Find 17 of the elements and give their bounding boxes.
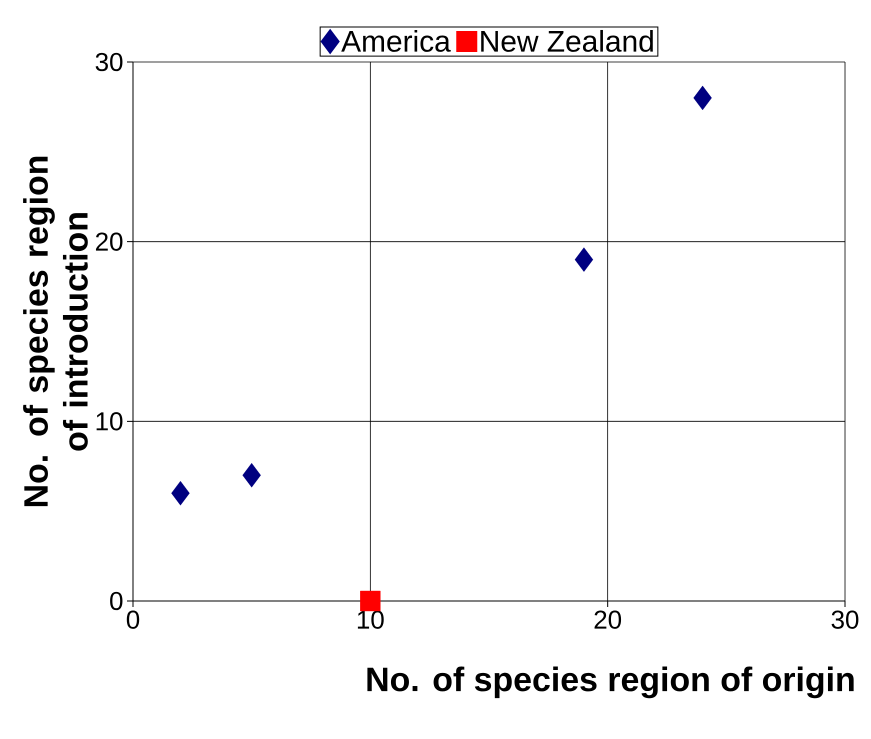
x-tick-label: 20 (594, 610, 622, 629)
y-tick-label: 30 (96, 52, 122, 72)
legend-label: America (341, 30, 451, 52)
point (360, 590, 381, 612)
x-tick-label: 10 (358, 610, 384, 629)
point (242, 463, 261, 488)
point (693, 86, 712, 110)
y-tick-label: 0 (110, 592, 122, 610)
x-tick-label: 30 (832, 610, 858, 629)
x-axis-title: No. of species region of origin (367, 666, 854, 698)
point (171, 481, 190, 506)
y-tick-label: 20 (96, 232, 122, 251)
legend-label: New Zealand (481, 30, 653, 52)
x-tick-label: 0 (126, 610, 140, 629)
y-tick-label: 10 (96, 412, 122, 430)
point (574, 247, 594, 272)
y-axis-title: No. of species region of introduction (23, 156, 88, 506)
